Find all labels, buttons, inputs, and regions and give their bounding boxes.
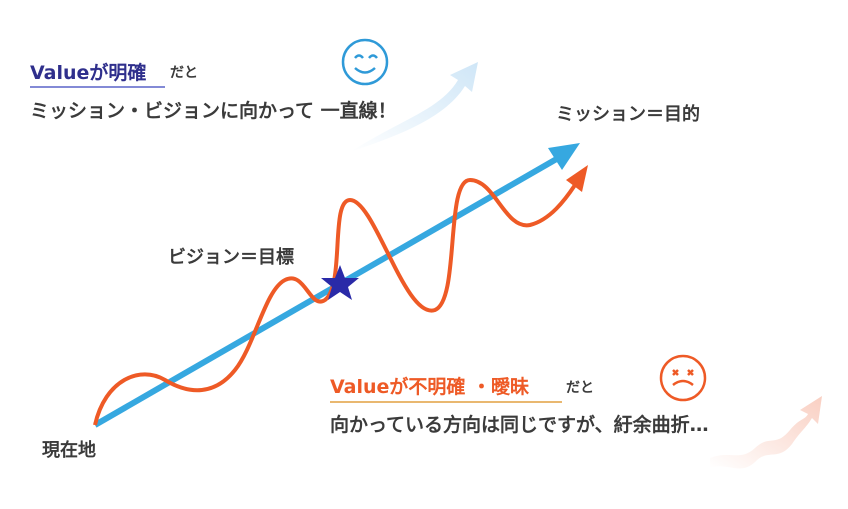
- straight-path: [93, 154, 562, 428]
- top-emphasis: Valueが明確: [30, 62, 147, 84]
- sad-face: [659, 354, 707, 402]
- bottom-emphasis: Valueが不明確 ・曖昧: [330, 376, 530, 398]
- wavy-arrow-bg: [710, 396, 822, 469]
- bottom-line: 向かっている方向は同じですが、紆余曲折…: [330, 414, 709, 436]
- happy-face: [341, 38, 389, 86]
- star: [321, 265, 359, 300]
- arrowhead: [548, 143, 580, 170]
- swoosh-arrow: [350, 62, 478, 152]
- mission-label: ミッション＝目的: [556, 104, 700, 125]
- bottom-suffix: だと: [566, 380, 594, 396]
- current-label: 現在地: [42, 440, 96, 461]
- top-line: ミッション・ビジョンに向かって 一直線！: [30, 100, 397, 122]
- winding-path: [93, 177, 577, 426]
- arrowhead: [566, 165, 588, 192]
- vision-label: ビジョン＝目標: [168, 247, 294, 268]
- top-suffix: だと: [170, 65, 198, 81]
